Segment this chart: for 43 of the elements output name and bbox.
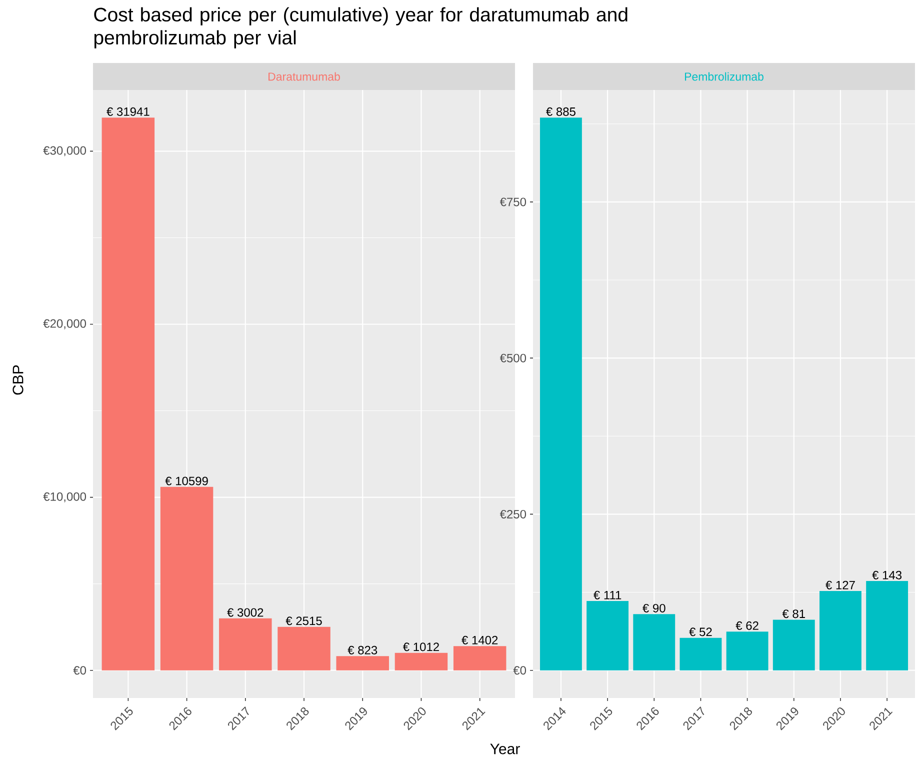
bar [278, 626, 330, 670]
bar [160, 486, 214, 670]
bar [820, 591, 862, 670]
chart-subtitle: Pembrolizumab [684, 72, 764, 81]
bar [219, 618, 272, 670]
bar [772, 620, 815, 670]
x-axis-title: Year [490, 744, 520, 754]
bar [540, 118, 582, 670]
data-label: € 1402 [462, 636, 498, 644]
y-axis-title: CBP [12, 365, 24, 395]
data-label: € 111 [594, 590, 622, 600]
bar [680, 638, 722, 670]
y-tick-label: €0 [73, 666, 86, 675]
data-label: € 31941 [106, 107, 150, 116]
data-label: € 52 [689, 628, 712, 636]
bar [726, 632, 768, 670]
data-label: € 127 [826, 580, 855, 590]
data-label: € 885 [546, 107, 576, 116]
data-label: € 2515 [286, 616, 322, 626]
data-label: € 62 [736, 621, 758, 630]
data-label: € 3002 [227, 608, 264, 617]
bar [453, 646, 506, 670]
y-tick-label: €30,000 [43, 146, 86, 156]
data-label: € 90 [642, 604, 666, 612]
y-tick-label: €20,000 [43, 319, 86, 330]
bar [586, 601, 629, 670]
data-label: € 1012 [402, 642, 439, 652]
data-label: € 10599 [165, 476, 208, 486]
bar [102, 118, 155, 670]
bar [633, 614, 676, 670]
y-tick-label: €500 [500, 354, 526, 362]
bar [866, 581, 908, 670]
data-label: € 143 [872, 570, 902, 580]
y-tick-label: €0 [513, 666, 526, 675]
bar [394, 652, 448, 670]
y-tick-label: €750 [500, 198, 526, 206]
data-label: € 81 [782, 610, 805, 618]
data-label: € 823 [348, 646, 378, 654]
chart-title: Cost based price per (cumulative) year for daratumumab and pembrolizumab per vial [94, 7, 628, 48]
chart-subtitle: Daratumumab [268, 72, 340, 81]
y-tick-label: €250 [500, 510, 526, 518]
bar [336, 656, 389, 670]
y-tick-label: €10,000 [43, 492, 86, 502]
